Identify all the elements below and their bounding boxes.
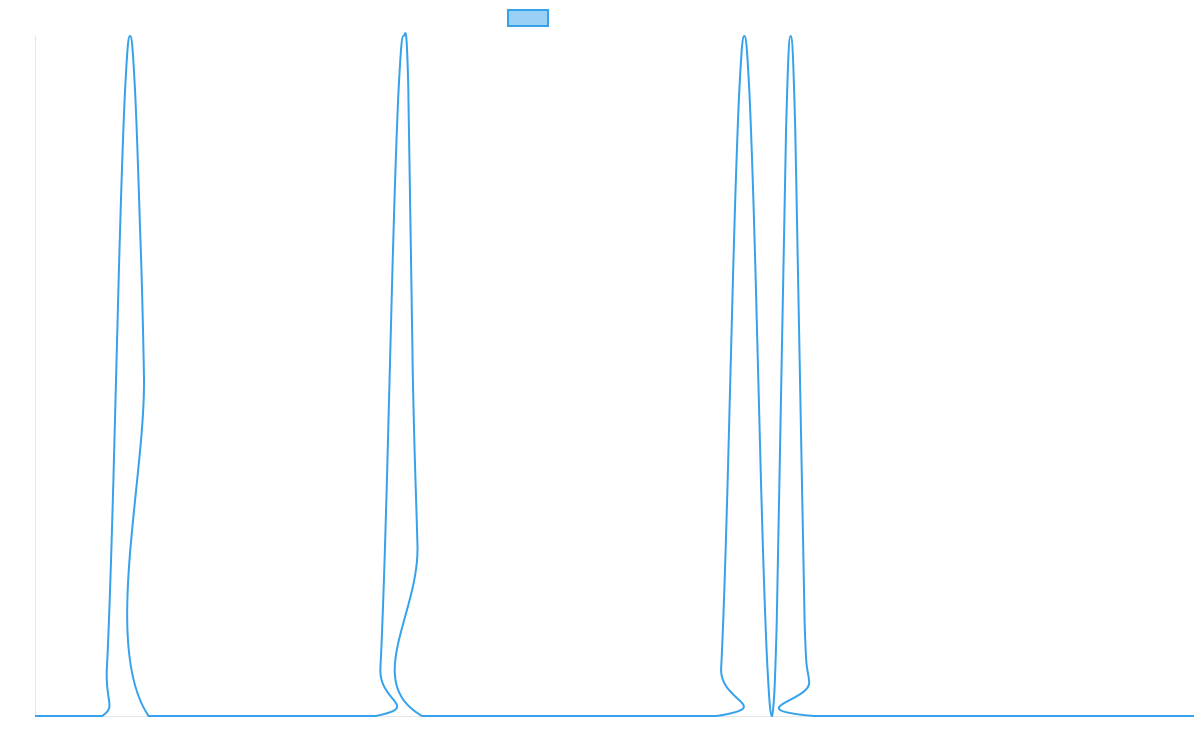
data-point[interactable] [405,81,411,87]
data-point[interactable] [764,665,770,671]
data-point[interactable] [792,128,798,134]
data-point[interactable] [774,618,780,624]
data-point[interactable] [118,203,124,209]
data-point[interactable] [414,543,420,549]
data-point[interactable] [146,713,152,719]
data-point[interactable] [410,373,416,379]
data-point[interactable] [718,665,724,671]
data-point[interactable] [104,665,110,671]
data-point[interactable] [382,543,388,549]
data-point[interactable] [751,203,757,209]
data-point[interactable] [127,33,133,39]
data-point[interactable] [769,713,775,719]
series-line-0 [35,32,1194,718]
data-point[interactable] [806,679,812,685]
data-point[interactable] [396,81,402,87]
data-point[interactable] [755,373,761,379]
data-point[interactable] [797,373,803,379]
data-point[interactable] [108,543,114,549]
data-point[interactable] [783,128,789,134]
data-point[interactable] [741,33,747,39]
data-point[interactable] [727,373,733,379]
data-point[interactable] [713,713,719,719]
data-point[interactable] [778,373,784,379]
data-point[interactable] [760,543,766,549]
data-point[interactable] [136,203,142,209]
data-point[interactable] [377,665,383,671]
data-point[interactable] [113,373,119,379]
data-point[interactable] [387,373,393,379]
data-point[interactable] [732,203,738,209]
data-point[interactable] [391,203,397,209]
data-point[interactable] [32,713,38,719]
data-point[interactable] [723,543,729,549]
data-point[interactable] [401,33,407,39]
data-point[interactable] [788,33,794,39]
series-group [32,32,1197,719]
legend-swatch[interactable] [507,9,549,27]
data-point[interactable] [746,81,752,87]
data-point[interactable] [802,618,808,624]
data-point[interactable] [737,81,743,87]
data-point[interactable] [99,713,105,719]
data-point[interactable] [373,713,379,719]
data-point[interactable] [122,81,128,87]
data-point[interactable] [811,713,817,719]
data-point[interactable] [1191,713,1197,719]
data-point[interactable] [419,713,425,719]
data-point[interactable] [132,81,138,87]
data-point[interactable] [141,373,147,379]
